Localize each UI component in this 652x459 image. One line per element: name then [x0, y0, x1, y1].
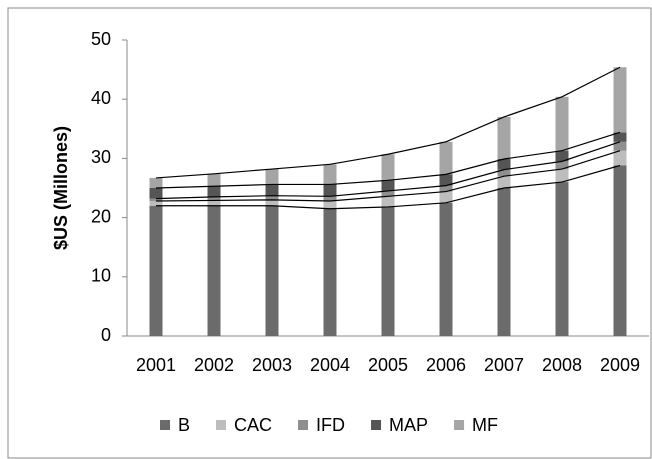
- bar-segment: [265, 195, 279, 200]
- bar-segment: [613, 141, 627, 151]
- y-tick-label: 40: [91, 88, 111, 108]
- bar-segment: [555, 161, 569, 170]
- bar-segment: [613, 67, 627, 133]
- bar-segment: [207, 186, 221, 197]
- stack-line: [155, 66, 621, 179]
- bar-segment: [381, 180, 395, 191]
- bar-segment: [497, 169, 511, 177]
- x-tick-label: 2008: [542, 355, 582, 375]
- x-tick-label: 2004: [310, 355, 350, 375]
- bar-segment: [323, 184, 337, 197]
- bar-segment: [497, 116, 511, 159]
- stack-line: [155, 141, 621, 200]
- bar-segment: [439, 185, 453, 192]
- bar-segment: [149, 177, 163, 188]
- bar-segment: [497, 158, 511, 170]
- legend-swatch: [454, 420, 465, 430]
- y-tick-label: 50: [91, 29, 111, 49]
- bar-segment: [149, 198, 163, 202]
- bar-segment: [555, 150, 569, 162]
- bar-segment: [149, 201, 163, 206]
- bar-segment: [497, 176, 511, 188]
- bar-segment: [323, 164, 337, 185]
- legend-swatch: [160, 420, 170, 430]
- legend-swatch: [371, 420, 382, 430]
- bar-segment: [149, 188, 163, 199]
- bar-segment: [265, 169, 279, 185]
- x-tick-label: 2009: [600, 355, 640, 375]
- bar-segment: [265, 199, 279, 206]
- bar-segment: [555, 169, 569, 183]
- x-tick-label: 2003: [252, 355, 292, 375]
- legend-label: IFD: [316, 415, 345, 435]
- y-axis-title: $US (Millones): [51, 126, 71, 250]
- y-tick-label: 30: [91, 147, 111, 167]
- legend-label: CAC: [234, 415, 272, 435]
- x-tick-label: 2005: [368, 355, 408, 375]
- legend-label: B: [178, 415, 190, 435]
- bar-segment: [149, 205, 163, 336]
- bar-segment: [613, 132, 627, 142]
- bar-segment: [439, 174, 453, 186]
- bar-segment: [497, 188, 511, 336]
- stack-line: [156, 164, 621, 210]
- x-tick-label: 2002: [194, 355, 234, 375]
- y-tick-label: 20: [91, 206, 111, 226]
- bar-segment: [265, 205, 279, 336]
- legend-swatch: [216, 420, 227, 430]
- bar-segment: [381, 190, 395, 197]
- stack-line: [155, 150, 621, 202]
- bar-segment: [323, 201, 337, 209]
- legend-label: MAP: [389, 415, 428, 435]
- bar-segment: [613, 165, 627, 336]
- bar-segment: [207, 200, 221, 206]
- bar-segment: [323, 208, 337, 336]
- legend-label: MF: [472, 415, 498, 435]
- bar-segment: [207, 173, 221, 187]
- bar-segment: [439, 141, 453, 175]
- stack-line: [155, 131, 621, 189]
- bar-segment: [439, 191, 453, 203]
- bar-segment: [207, 196, 221, 201]
- x-tick-label: 2007: [484, 355, 524, 375]
- bar-segment: [381, 206, 395, 336]
- bar-segment: [555, 182, 569, 336]
- legend-swatch: [298, 420, 309, 430]
- x-tick-label: 2001: [136, 355, 176, 375]
- bar-segment: [207, 205, 221, 336]
- x-tick-label: 2006: [426, 355, 466, 375]
- bar-segment: [265, 184, 279, 196]
- bar-segment: [613, 150, 627, 166]
- bar-segment: [555, 96, 569, 151]
- y-tick-label: 10: [91, 266, 111, 286]
- bar-segment: [381, 196, 395, 207]
- y-tick-label: 0: [101, 325, 111, 345]
- bar-segment: [381, 154, 395, 181]
- bar-segment: [439, 202, 453, 336]
- bar-segment: [323, 196, 337, 202]
